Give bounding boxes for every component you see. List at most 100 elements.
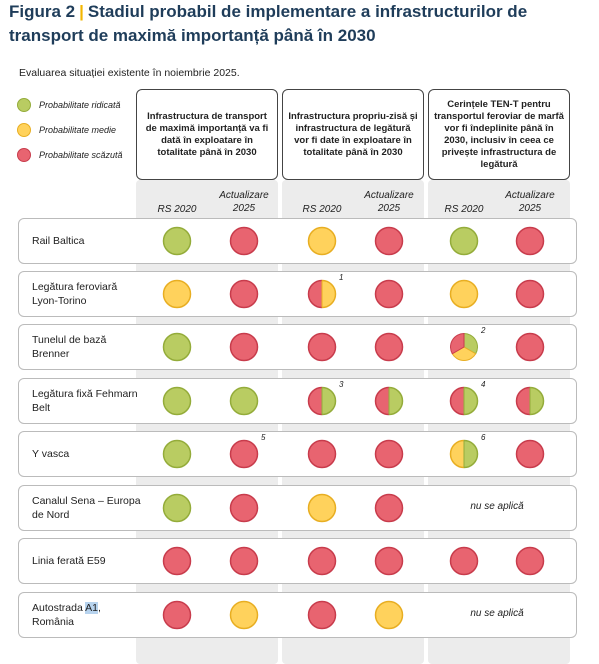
probability-dot [229,226,259,256]
probability-dot [162,600,192,630]
dot-fill [162,600,192,630]
dot-right-outline [388,386,404,416]
probability-dot [515,226,545,256]
legend-item: Probabilitate scăzută [17,142,123,167]
dot-fill [229,279,259,309]
probability-dot [449,226,479,256]
probability-dot [374,493,404,523]
probability-dot [307,493,337,523]
column-header: Infrastructura de transport de maximă im… [136,89,278,180]
table-row: Canalul Sena – Europa de Nord [18,485,577,531]
probability-dot [229,386,259,416]
dot-left-half [450,387,464,415]
column-subheader: Actualizare 2025 [219,190,269,214]
table-row: Y vasca [18,431,577,477]
dot-right-half [464,387,478,415]
dot-right-outline [463,386,479,416]
dot-fill [307,546,337,576]
legend-swatch [17,122,31,137]
dot-fill [449,279,479,309]
dot-fill [449,226,479,256]
dot-fill [229,546,259,576]
table-row: Tunelul de bază Brenner [18,324,577,370]
probability-dot [374,439,404,469]
figure-title-text: Stadiul probabil de implementare a infra… [9,2,528,45]
probability-dot [515,386,545,416]
figure-label: Figura 2 [9,2,76,21]
column-header: Cerințele TEN-T pentru transportul ferov… [428,89,570,180]
title-separator: | [79,2,84,21]
probability-dot [449,546,479,576]
legend-item: Probabilitate medie [17,117,123,142]
probability-dot [307,546,337,576]
row-label-highlight: A1 [85,602,98,614]
probability-dot [229,600,259,630]
legend-swatch [17,147,31,162]
dot-fill [229,332,259,362]
not-applicable: nu se aplică [470,501,524,512]
row-label-part: Autostrada [32,602,86,614]
table-row: Autostrada A1, România [18,592,577,638]
dot-fill [374,600,404,630]
probability-dot [515,439,545,469]
dot-left-outline [449,386,465,416]
legend-swatch [17,97,31,112]
dot-segment [451,346,477,361]
probability-dot [374,546,404,576]
dot-fill [162,439,192,469]
dot-left-half [516,387,530,415]
row-label: Rail Baltica [32,235,85,247]
legend-label: Probabilitate ridicată [39,99,121,110]
dot-fill [374,546,404,576]
dot-left-outline [307,386,323,416]
dot-fill [374,279,404,309]
dot-fill [162,546,192,576]
row-label: Autostrada A1, România [32,593,142,637]
probability-dot [374,600,404,630]
footnote-marker: 2 [481,326,486,335]
dot-left-outline [307,279,323,309]
table-row: Legătura fixă Fehmarn Belt [18,378,577,424]
figure-title: Figura 2 | Stadiul probabil de implementar… [9,0,589,48]
dot-fill [374,332,404,362]
dot-fill [515,546,545,576]
footnote-marker: 5 [261,433,266,442]
table-row: Legătura feroviară Lyon-Torino [18,271,577,317]
table-row: Linia ferată E59 [18,538,577,584]
row-label-text: Autostrada A1, România [32,601,101,629]
dot-right-outline [321,279,337,309]
probability-dot [162,493,192,523]
dot-right-outline [463,439,479,469]
dot-fill [374,439,404,469]
dot-left-half [308,387,322,415]
dot-fill [229,493,259,523]
probability-dot [229,332,259,362]
probability-dot [162,279,192,309]
dot-right-half [464,440,478,468]
dot-fill [307,226,337,256]
probability-dot [307,226,337,256]
row-label-part: , [97,602,101,614]
dot-fill [162,332,192,362]
row-label: Legătura fixă Fehmarn Belt [32,388,138,414]
footnote-marker: 1 [339,273,344,282]
dot-left-half [450,440,464,468]
probability-dot [162,332,192,362]
column-subheader: Actualizare 2025 [364,190,414,214]
dot-fill [449,546,479,576]
probability-dot [374,226,404,256]
legend-label: Probabilitate scăzută [39,149,123,160]
dot-fill [374,493,404,523]
probability-dot [450,332,478,361]
dot-right-outline [529,386,545,416]
dot-right-half [322,387,336,415]
footnote-marker: 3 [339,380,344,389]
legend: Probabilitate ridicată Probabilitate medi… [17,92,123,167]
dot-left-outline [449,439,465,469]
probability-dot [515,279,545,309]
probability-dot [307,386,337,416]
probability-dot [229,546,259,576]
probability-dot [515,546,545,576]
probability-dot [162,226,192,256]
dot-fill [515,226,545,256]
